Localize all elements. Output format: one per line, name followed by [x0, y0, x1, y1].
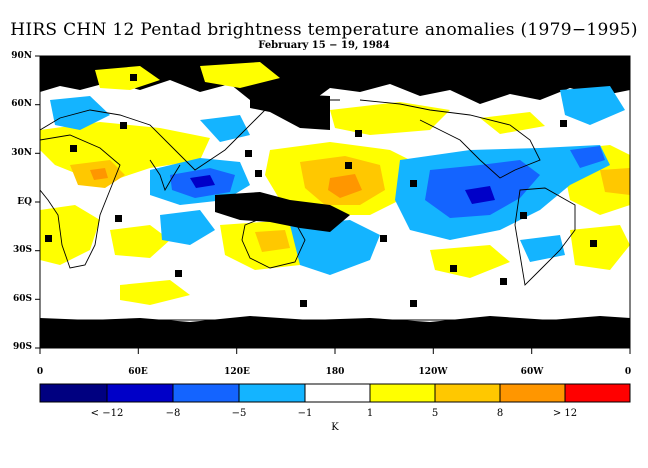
- colorbar-swatch-8: [500, 384, 565, 402]
- lat-label-90s: 90S: [12, 342, 32, 352]
- colorbar-swatch-9: [565, 384, 630, 402]
- colorbar-swatch-5: [305, 384, 370, 402]
- colorbar-label-1: < −12: [90, 408, 124, 419]
- europe-asia-coast: [40, 99, 340, 171]
- colorbar-swatch-3: [173, 384, 239, 402]
- coastlines: [40, 99, 630, 321]
- colorbar-swatch-2: [107, 384, 173, 402]
- colorbar-label-6: 5: [431, 408, 439, 419]
- colorbar-swatch-4: [239, 384, 305, 402]
- lon-label-60e: 60E: [128, 367, 148, 377]
- lat-label-30s: 30S: [12, 245, 32, 255]
- lat-label-60n: 60N: [11, 99, 32, 109]
- australia-coast: [241, 214, 306, 269]
- south-america-coast: [514, 187, 576, 286]
- india-coast: [149, 159, 181, 192]
- colorbar-label-7: 8: [496, 408, 504, 419]
- lat-label-60s: 60S: [12, 294, 32, 304]
- axis-ticks: [35, 55, 631, 354]
- map-subtitle: February 15 − 19, 1984: [258, 40, 390, 51]
- colorbar-units: K: [331, 422, 339, 433]
- arctic-missing-region: [40, 56, 630, 110]
- peak-warm-anomaly-areas: [90, 168, 362, 198]
- missing-data-blocks: [45, 70, 597, 307]
- colorbar-label-2: −8: [165, 408, 181, 419]
- lat-label-30n: 30N: [11, 148, 32, 158]
- lon-label-0: 0: [36, 367, 44, 377]
- colorbar: [39, 383, 631, 403]
- colorbar-label-3: −5: [231, 408, 247, 419]
- lon-label-60w: 60W: [520, 367, 544, 377]
- colorbar-label-4: −1: [297, 408, 313, 419]
- lon-label-180: 180: [325, 367, 345, 377]
- lon-label-0-end: 0: [624, 367, 632, 377]
- colorbar-label-5: 1: [366, 408, 374, 419]
- lon-label-120w: 120W: [418, 367, 448, 377]
- colorbar-swatch-7: [435, 384, 500, 402]
- colorbar-label-8: > 12: [552, 408, 578, 419]
- lat-label-90n: 90N: [11, 51, 32, 61]
- antarctic-missing-region: [40, 316, 630, 348]
- africa-coast: [40, 134, 121, 269]
- north-america-coast: [359, 99, 541, 179]
- lon-label-120e: 120E: [224, 367, 250, 377]
- peak-cool-anomaly-areas: [190, 175, 495, 204]
- colorbar-swatch-6: [370, 384, 435, 402]
- colorbar-swatch-1: [40, 384, 107, 402]
- lat-label-eq: EQ: [17, 197, 32, 207]
- map-field: [40, 56, 630, 348]
- warm-anomaly-areas: [40, 62, 630, 305]
- map-title: HIRS CHN 12 Pentad brightness temperatur…: [10, 20, 638, 40]
